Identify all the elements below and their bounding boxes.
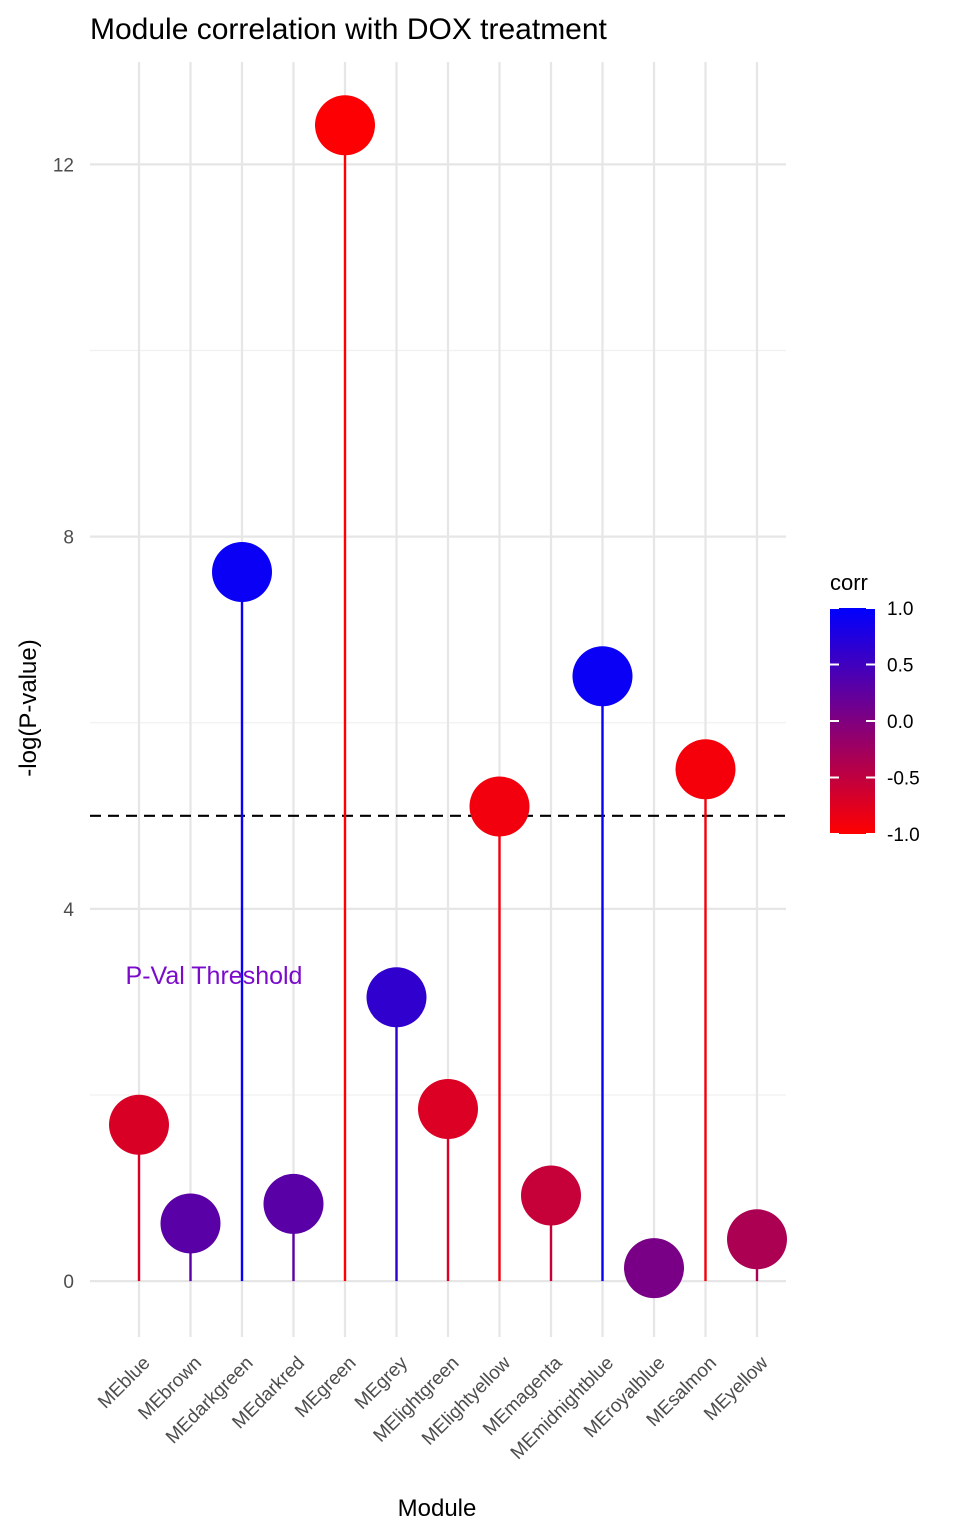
lollipop-point	[572, 646, 633, 707]
lollipop-point	[160, 1193, 221, 1254]
threshold-label: P-Val Threshold	[126, 962, 303, 990]
grid	[90, 62, 786, 1337]
y-tick-label: 8	[63, 528, 74, 549]
x-axis-title: Module	[398, 1495, 477, 1522]
lollipop-point	[315, 95, 375, 156]
lollipop-point	[418, 1078, 478, 1139]
color-legend: corr 1.0 0.5 0.0 -0.5 -1.0	[830, 570, 920, 846]
lollipop-point	[109, 1094, 169, 1155]
legend-label: 0.0	[887, 712, 913, 733]
legend-label: -1.0	[887, 825, 920, 846]
y-tick-label: 4	[63, 900, 74, 921]
legend-title: corr	[830, 570, 868, 595]
lollipop-point	[469, 776, 530, 837]
y-tick-label: 0	[63, 1272, 74, 1293]
legend-label: 0.5	[887, 656, 913, 677]
lollipop-point	[263, 1173, 324, 1234]
legend-label: -0.5	[887, 769, 920, 790]
lollipop-point	[624, 1238, 684, 1299]
lollipop-points	[109, 95, 787, 1299]
y-axis-title: -log(P-value)	[15, 639, 42, 776]
legend-ticks: 1.0 0.5 0.0 -0.5 -1.0	[830, 599, 920, 846]
lollipop-point	[521, 1165, 581, 1226]
legend-label: 1.0	[887, 599, 913, 620]
y-axis-ticks: 0 4 8 12	[53, 155, 75, 1293]
x-axis-ticks: MEblueMEbrownMEdarkgreenMEdarkredMEgreen…	[94, 1352, 773, 1464]
lollipop-point	[212, 542, 272, 602]
chart-title: Module correlation with DOX treatment	[90, 13, 608, 46]
lollipop-point	[675, 739, 736, 800]
y-tick-label: 12	[53, 155, 74, 176]
lollipop-point	[366, 967, 427, 1028]
x-tick-label: MElightyellow	[418, 1352, 515, 1449]
lollipop-point	[727, 1209, 787, 1270]
